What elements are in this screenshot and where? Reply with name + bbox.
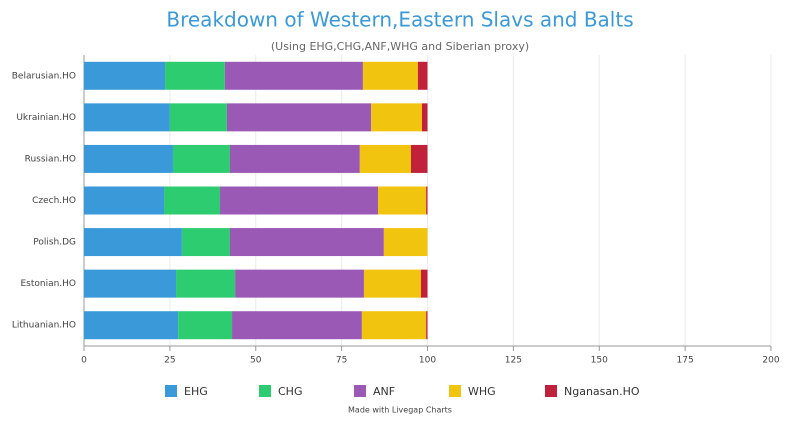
bar-segment (84, 269, 177, 298)
y-tick-label: Russian.HO (25, 154, 76, 164)
x-tick-label: 100 (419, 356, 436, 366)
legend-swatch (354, 385, 366, 397)
bar-segment (84, 186, 165, 215)
bar-segment (172, 144, 230, 173)
bar-segment (362, 61, 418, 90)
bar-segment (165, 61, 225, 90)
bar-segment (84, 228, 182, 257)
legend-swatch (259, 385, 271, 397)
legend-label: CHG (278, 385, 302, 398)
bar-segment (229, 144, 360, 173)
bar-segment (361, 311, 427, 340)
chart-title: Breakdown of Western,Eastern Slavs and B… (166, 8, 633, 32)
bar-segment (417, 61, 428, 90)
bar-segment (378, 186, 427, 215)
y-tick-label: Czech.HO (32, 196, 76, 206)
legend-label: WHG (468, 385, 496, 398)
bar-segment (426, 311, 428, 340)
legend-swatch (165, 385, 177, 397)
y-tick-label: Lithuanian.HO (12, 321, 76, 331)
bar-segment (84, 311, 179, 340)
x-tick-label: 125 (505, 356, 522, 366)
y-tick-label: Estonian.HO (20, 279, 76, 289)
bar-segment (220, 186, 379, 215)
x-tick-label: 175 (677, 356, 694, 366)
bar-segment (224, 61, 363, 90)
bar-segment (426, 186, 428, 215)
bar-segment (176, 269, 236, 298)
bar-segment (178, 311, 233, 340)
legend-label: EHG (184, 385, 208, 398)
legend-label: Nganasan.HO (564, 385, 640, 398)
bar-segment (181, 228, 230, 257)
legend-swatch (545, 385, 557, 397)
x-tick-label: 25 (164, 356, 175, 366)
legend-label: ANF (373, 385, 395, 398)
x-tick-label: 0 (81, 356, 87, 366)
bar-segment (84, 103, 170, 132)
bar-segment (420, 269, 428, 298)
x-tick-label: 50 (250, 356, 262, 366)
bar-segment (84, 144, 173, 173)
footer: Made with Livegap Charts (348, 406, 452, 415)
bar-segment (411, 144, 428, 173)
x-tick-label: 75 (336, 356, 347, 366)
bar-segment (232, 311, 362, 340)
y-tick-label: Ukrainian.HO (16, 113, 76, 123)
bar-segment (226, 103, 372, 132)
x-tick-label: 150 (591, 356, 608, 366)
bar-segment (84, 61, 166, 90)
bar-segment (422, 103, 428, 132)
bar-segment (169, 103, 227, 132)
legend-swatch (449, 385, 461, 397)
bar-segment (383, 228, 428, 257)
bar-segment (164, 186, 221, 215)
chart-subtitle: (Using EHG,CHG,ANF,WHG and Siberian prox… (271, 40, 529, 53)
y-tick-label: Belarusian.HO (12, 71, 76, 81)
bar-segment (235, 269, 364, 298)
bar-segment (363, 269, 421, 298)
bar-segment (229, 228, 384, 257)
bar-segment (371, 103, 423, 132)
y-tick-label: Polish.DG (33, 238, 76, 248)
bar-segment (359, 144, 412, 173)
x-tick-label: 200 (762, 356, 779, 366)
